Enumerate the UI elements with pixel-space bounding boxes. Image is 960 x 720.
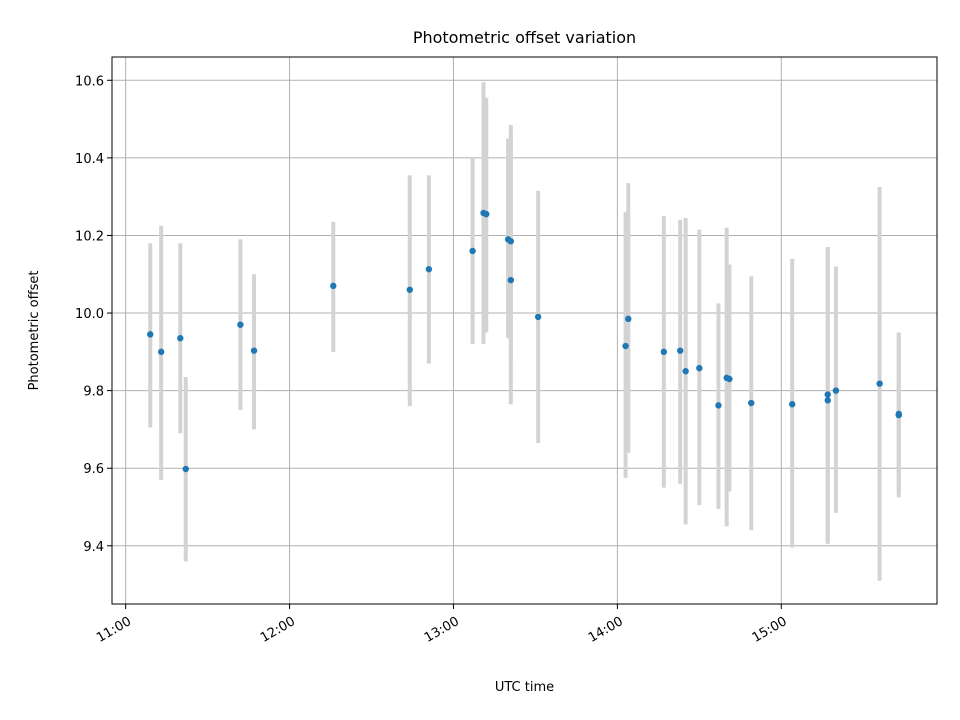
data-point <box>832 387 840 394</box>
data-point <box>507 238 515 245</box>
x-axis-label: UTC time <box>495 680 554 695</box>
data-point <box>406 286 413 293</box>
data-point <box>895 411 902 419</box>
data-point <box>876 380 883 387</box>
x-tick-label: 15:00 <box>750 614 790 646</box>
grid-lines <box>112 57 937 604</box>
data-point <box>789 401 796 408</box>
data-point <box>330 282 337 290</box>
data-point <box>824 391 831 398</box>
data-point <box>250 347 258 354</box>
data-point <box>622 342 629 350</box>
error-bars <box>148 82 901 581</box>
y-axis-label: Photometric offset <box>27 271 42 391</box>
data-point <box>534 313 542 321</box>
data-point <box>715 402 722 409</box>
y-tick-label: 10.0 <box>75 307 104 322</box>
y-tick-label: 9.6 <box>83 462 104 477</box>
y-tick-label: 9.8 <box>83 385 104 400</box>
data-point <box>625 315 632 323</box>
data-point <box>677 347 684 354</box>
data-points <box>147 209 902 473</box>
data-point <box>147 331 154 338</box>
x-tick-label: 14:00 <box>586 614 626 646</box>
data-point <box>469 247 476 255</box>
data-point <box>748 399 755 407</box>
data-point <box>483 210 490 218</box>
data-point <box>696 364 703 372</box>
y-tick-label: 9.4 <box>83 540 104 555</box>
y-tick-label: 10.4 <box>75 152 104 167</box>
data-point <box>237 321 244 328</box>
plot-frame <box>111 56 938 605</box>
data-point <box>157 348 165 356</box>
data-point <box>182 465 189 473</box>
data-point <box>660 348 668 356</box>
x-tick-label: 13:00 <box>422 614 462 646</box>
data-point <box>507 276 515 284</box>
y-tick-label: 10.2 <box>75 229 104 244</box>
data-point <box>425 266 433 273</box>
data-point <box>824 397 831 404</box>
chart-title: Photometric offset variation <box>413 28 636 47</box>
x-tick-label: 12:00 <box>258 614 298 646</box>
data-point <box>726 375 733 383</box>
x-tick-label: 11:00 <box>94 614 134 646</box>
y-tick-label: 10.6 <box>75 74 104 89</box>
data-point <box>177 335 184 342</box>
data-point <box>682 368 689 375</box>
